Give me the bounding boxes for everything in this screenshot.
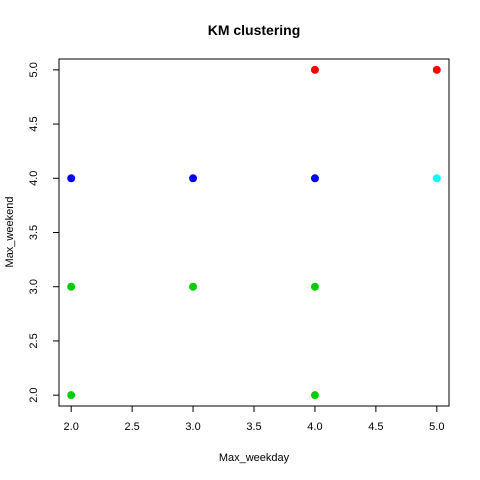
data-points xyxy=(67,65,441,400)
y-axis-label: Max_weekend xyxy=(4,197,16,268)
y-tick-label: 2.0 xyxy=(28,388,40,403)
x-axis: 2.0 2.5 3.0 3.5 4.0 4.5 5.0 xyxy=(64,406,444,433)
scatter-point xyxy=(189,282,198,291)
scatter-point xyxy=(310,174,319,183)
scatter-point xyxy=(67,174,76,183)
x-axis-label: Max_weekday xyxy=(219,452,290,464)
x-tick-label: 3.5 xyxy=(246,421,261,433)
y-tick-label: 3.0 xyxy=(28,279,40,294)
scatter-point xyxy=(189,174,198,183)
scatter-point xyxy=(67,282,76,291)
x-tick-label: 2.0 xyxy=(64,421,79,433)
x-tick-label: 5.0 xyxy=(429,421,444,433)
chart-title: KM clustering xyxy=(208,22,301,38)
y-tick-label: 2.5 xyxy=(28,333,40,348)
x-tick-label: 4.5 xyxy=(368,421,383,433)
scatter-point xyxy=(432,174,441,183)
y-axis: 2.0 2.5 3.0 3.5 4.0 4.5 5.0 xyxy=(28,62,59,403)
scatter-point xyxy=(432,65,441,74)
plot-frame xyxy=(58,58,450,407)
scatter-point xyxy=(67,391,76,400)
x-tick-label: 4.0 xyxy=(307,421,322,433)
y-tick-label: 5.0 xyxy=(28,62,40,77)
x-tick-label: 2.5 xyxy=(124,421,139,433)
x-tick-label: 3.0 xyxy=(185,421,200,433)
scatter-point xyxy=(310,282,319,291)
y-tick-label: 4.5 xyxy=(28,116,40,131)
y-tick-label: 4.0 xyxy=(28,171,40,186)
scatter-point xyxy=(310,391,319,400)
y-tick-label: 3.5 xyxy=(28,225,40,240)
scatter-point xyxy=(310,65,319,74)
